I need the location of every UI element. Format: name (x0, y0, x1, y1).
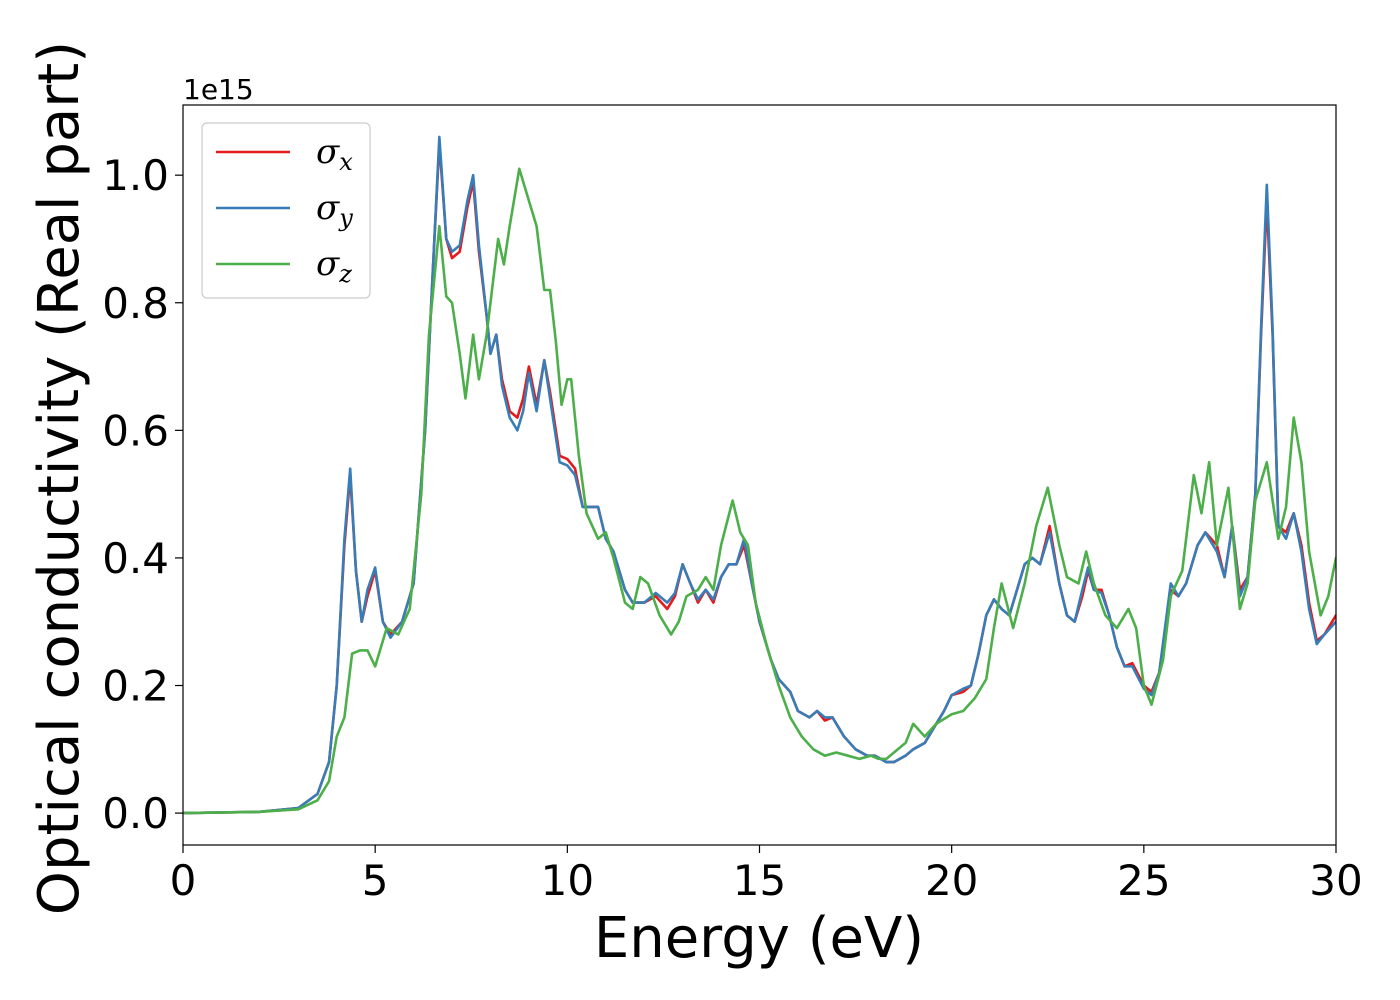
y-tick-label: 0.8 (102, 279, 169, 328)
legend-label-z: σz (316, 244, 352, 288)
y-tick-label: 1.0 (102, 151, 169, 200)
x-tick-label: 5 (362, 856, 389, 905)
y-tick-label: 0.0 (102, 789, 169, 838)
y-tick-label: 0.4 (102, 534, 169, 583)
series-line-z (183, 167, 1336, 815)
y-axis-label: Optical conductivity (Real part) (27, 41, 92, 915)
y-axis: 0.0 0.2 0.4 0.6 0.8 1.0 (102, 151, 183, 838)
x-tick-label: 0 (170, 856, 197, 905)
x-tick-label: 15 (733, 856, 786, 905)
x-tick-label: 10 (541, 856, 594, 905)
series-layer (183, 135, 1336, 815)
legend-box (201, 122, 371, 299)
y-tick-label: 0.6 (102, 406, 169, 455)
x-axis: 0 5 10 15 20 25 30 (170, 845, 1363, 905)
x-tick-label: 25 (1117, 856, 1170, 905)
legend-label-y: σy (316, 188, 353, 232)
y-tick-label: 0.2 (102, 662, 169, 711)
x-tick-label: 20 (925, 856, 978, 905)
y-offset-label: 1e15 (183, 73, 254, 106)
x-tick-label: 30 (1309, 856, 1362, 905)
series-line-y (183, 135, 1336, 815)
legend-label-x: σx (316, 132, 353, 176)
x-axis-label: Energy (eV) (594, 906, 924, 971)
legend: σx σy σz (201, 122, 371, 299)
